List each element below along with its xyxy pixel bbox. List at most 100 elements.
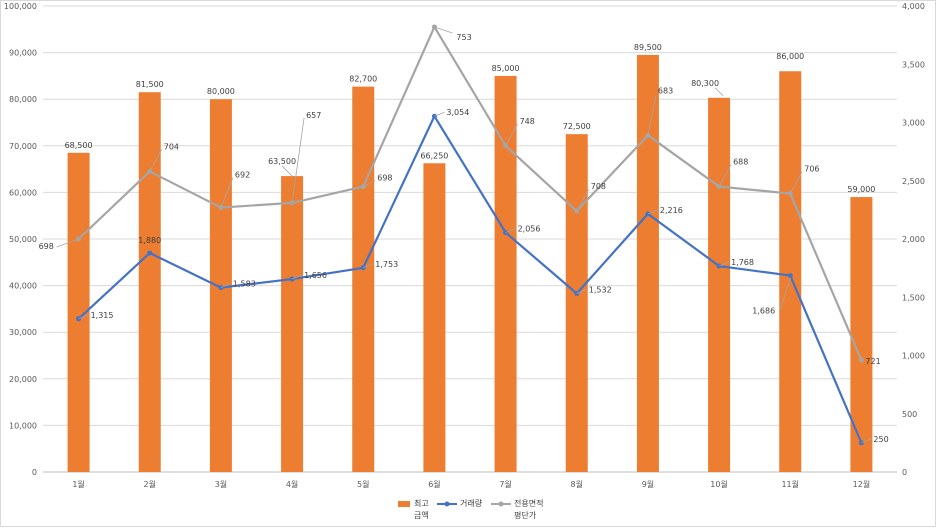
- leader-line: [149, 149, 163, 172]
- area-data-label: 698: [377, 174, 392, 183]
- legend-marker-volume: [444, 501, 450, 507]
- area-data-label: 748: [520, 117, 535, 126]
- bar-data-label: 80,300: [691, 79, 719, 88]
- x-tick-label: 1월: [72, 479, 84, 489]
- y-right-tick-label: 500: [902, 410, 917, 419]
- volume-data-label: 1,753: [375, 260, 398, 269]
- bar: [423, 163, 446, 472]
- y-right-tick-label: 2,500: [902, 177, 925, 186]
- x-tick-label: 10월: [710, 479, 728, 489]
- area-data-label: 704: [164, 142, 179, 151]
- bar-data-label: 63,500: [268, 157, 296, 166]
- y-left-tick-label: 80,000: [9, 95, 37, 104]
- y-left-tick-label: 50,000: [9, 235, 37, 244]
- leader-line: [281, 165, 293, 177]
- area-data-label: 753: [456, 33, 471, 42]
- area-data-label: 698: [39, 242, 54, 251]
- y-left-tick-label: 90,000: [9, 49, 37, 58]
- y-left-tick-label: 60,000: [9, 188, 37, 197]
- y-right-tick-label: 0: [902, 468, 907, 477]
- leader-line: [505, 123, 518, 146]
- legend-label: 평단가: [514, 510, 537, 520]
- bar-data-label: 80,000: [207, 87, 235, 96]
- y-right-tick-label: 1,500: [902, 293, 925, 302]
- bar-data-label: 82,700: [349, 75, 377, 84]
- bar-data-label: 81,500: [136, 80, 164, 89]
- y-right-tick-label: 3,500: [902, 60, 925, 69]
- volume-data-label: 2,216: [660, 206, 683, 215]
- bar-data-label: 66,250: [420, 151, 448, 160]
- leader-line: [291, 117, 305, 203]
- leader-line: [434, 111, 445, 117]
- area-data-label: 706: [804, 165, 819, 174]
- bar: [138, 92, 161, 473]
- area-data-label: 657: [306, 111, 321, 120]
- bar: [352, 86, 375, 473]
- volume-data-label: 1,583: [233, 280, 256, 289]
- leader-line: [434, 26, 453, 34]
- x-tick-label: 6월: [428, 479, 440, 489]
- bar-data-label: 89,500: [634, 43, 662, 52]
- y-right-tick-label: 3,000: [902, 119, 925, 128]
- volume-data-label: 1,768: [731, 258, 754, 267]
- leader-line: [789, 171, 803, 194]
- bar: [494, 75, 517, 473]
- leader-line: [779, 277, 791, 310]
- volume-data-label: 3,054: [446, 108, 469, 117]
- legend-label: 거래량: [460, 498, 483, 508]
- bar: [708, 97, 731, 472]
- bar-data-label: 59,000: [847, 185, 875, 194]
- legend-label: 전용면적: [514, 498, 543, 508]
- bar: [779, 71, 802, 473]
- series-line: [77, 115, 863, 444]
- bar: [850, 197, 873, 472]
- legend-label: 금액: [414, 510, 429, 520]
- bar: [281, 176, 304, 472]
- x-tick-label: 5월: [357, 479, 369, 489]
- leader-line: [861, 438, 872, 444]
- leader-line: [647, 209, 659, 215]
- leader-line: [647, 95, 657, 136]
- bar: [636, 54, 659, 473]
- leader-line: [718, 261, 730, 267]
- y-left-tick-label: 20,000: [9, 375, 37, 384]
- series-line: [77, 25, 863, 361]
- volume-data-label: 250: [873, 435, 888, 444]
- leader-line: [78, 314, 89, 320]
- bar-data-label: 85,000: [492, 64, 520, 73]
- x-tick-label: 4월: [286, 479, 298, 489]
- line-point: [787, 273, 793, 279]
- y-right-tick-label: 4,000: [902, 2, 925, 11]
- bar: [565, 134, 588, 472]
- y-left-tick-label: 40,000: [9, 282, 37, 291]
- y-left-tick-label: 70,000: [9, 142, 37, 151]
- leader-line: [363, 263, 374, 269]
- legend-label: 최고: [414, 498, 429, 508]
- volume-data-label: 1,880: [138, 236, 161, 245]
- volume-data-label: 2,056: [518, 224, 541, 233]
- y-right-tick-label: 2,000: [902, 235, 925, 244]
- area-data-label: 683: [658, 86, 673, 95]
- bar-data-label: 72,500: [563, 122, 591, 131]
- bar-data-label: 68,500: [65, 141, 93, 150]
- x-tick-label: 12월: [853, 479, 871, 489]
- line-point: [147, 250, 153, 256]
- x-tick-label: 11월: [781, 479, 799, 489]
- legend-marker-area: [498, 501, 504, 507]
- y-left-tick-label: 100,000: [4, 2, 37, 11]
- x-tick-label: 3월: [215, 479, 227, 489]
- leader-line: [220, 283, 232, 288]
- volume-data-label: 1,532: [589, 286, 612, 295]
- area-data-label: 708: [591, 182, 606, 191]
- x-tick-label: 2월: [144, 479, 156, 489]
- y-right-tick-label: 1,000: [902, 352, 925, 361]
- leader-line: [576, 188, 590, 212]
- leader-line: [714, 87, 724, 97]
- y-left-tick-label: 0: [32, 468, 37, 477]
- leader-line: [718, 164, 732, 187]
- leader-line: [363, 180, 376, 187]
- y-left-tick-label: 30,000: [9, 328, 37, 337]
- area-data-label: 692: [235, 171, 250, 180]
